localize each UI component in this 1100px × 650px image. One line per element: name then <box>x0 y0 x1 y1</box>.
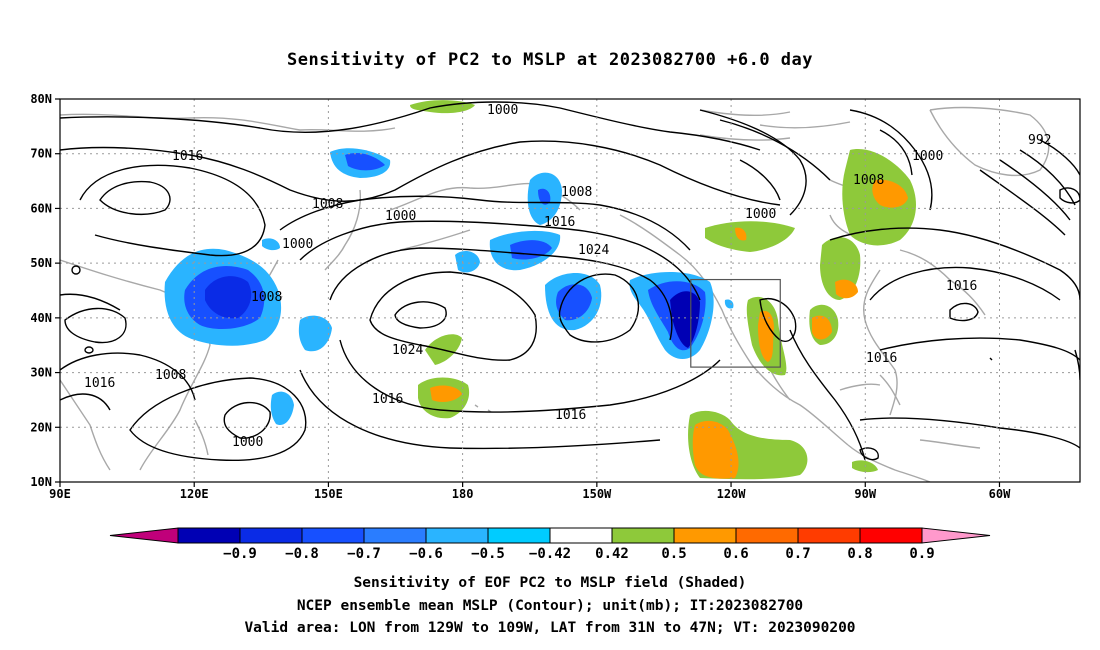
colorbar-tick-label: −0.9 <box>223 546 257 562</box>
chart-title: Sensitivity of PC2 to MSLP at 2023082700… <box>286 50 813 70</box>
lat-tick-label: 80N <box>30 92 52 106</box>
contour-label: 1016 <box>84 376 115 391</box>
contour-label: 1016 <box>866 351 897 366</box>
captions: Sensitivity of EOF PC2 to MSLP field (Sh… <box>0 572 1100 640</box>
lon-tick-label: 150E <box>314 487 343 501</box>
latitude-axis: 80N 70N 60N 50N 40N 30N 20N 10N <box>30 92 60 489</box>
lat-tick-label: 10N <box>30 475 52 489</box>
colorbar-swatch <box>177 527 241 544</box>
colorbar-swatch <box>363 527 427 544</box>
lat-tick-label: 50N <box>30 256 52 270</box>
colorbar-tick-label: −0.42 <box>529 546 571 562</box>
lat-tick-label: 70N <box>30 147 52 161</box>
contour-label: 1008 <box>251 290 282 305</box>
colorbar-tick-label: −0.8 <box>285 546 319 562</box>
caption-line-2: NCEP ensemble mean MSLP (Contour); unit(… <box>296 597 804 614</box>
colorbar-tick-label: 0.8 <box>847 546 872 562</box>
colorbar-tick-label: −0.5 <box>471 546 505 562</box>
colorbar-swatch <box>735 527 799 544</box>
colorbar-swatch <box>611 527 675 544</box>
colorbar-swatch <box>673 527 737 544</box>
contour-label: 992 <box>1028 133 1051 148</box>
contour-label: 1000 <box>912 149 943 164</box>
contour-label: 1008 <box>853 173 884 188</box>
contour-label: 1024 <box>578 243 609 258</box>
colorbar-swatch <box>425 527 489 544</box>
lon-tick-label: 120E <box>180 487 209 501</box>
contour-labels: 1016 1000 992 1008 1000 1000 1008 1000 1… <box>84 103 1051 450</box>
colorbar-tick-label: 0.9 <box>909 546 934 562</box>
lon-tick-label: 90W <box>854 487 876 501</box>
contour-label: 1016 <box>372 392 403 407</box>
colorbar-swatch <box>549 527 613 544</box>
colorbar-swatch <box>487 527 551 544</box>
colorbar-swatch <box>301 527 365 544</box>
lon-tick-label: 60W <box>989 487 1011 501</box>
colorbar-tick-label: −0.7 <box>347 546 381 562</box>
colorbar-tick-label: 0.7 <box>785 546 810 562</box>
colorbar-tick-label: 0.42 <box>595 546 629 562</box>
contour-label: 1008 <box>312 197 343 212</box>
colorbar-swatch <box>239 527 303 544</box>
contour-label: 1016 <box>555 408 586 423</box>
contour-label: 1000 <box>385 209 416 224</box>
colorbar-tick-label: 0.6 <box>723 546 748 562</box>
colorbar-tick-label: −0.6 <box>409 546 443 562</box>
lat-tick-label: 40N <box>30 311 52 325</box>
valid-area-box <box>690 278 781 368</box>
lat-tick-label: 30N <box>30 366 52 380</box>
colorbar-tick-label: 0.5 <box>661 546 686 562</box>
colorbar-max-arrow <box>921 527 991 544</box>
longitude-axis: 90E 120E 150E 180 150W 120W 90W 60W <box>49 482 1011 501</box>
mslp-contours <box>60 101 1080 462</box>
plot-frame <box>59 98 1081 483</box>
gridlines <box>60 99 1080 482</box>
caption-line-1: Sensitivity of EOF PC2 to MSLP field (Sh… <box>353 575 747 591</box>
contour-label: 1000 <box>745 207 776 222</box>
contour-label: 1008 <box>561 185 592 200</box>
contour-label: 1000 <box>232 435 263 450</box>
contour-label: 1016 <box>946 279 977 294</box>
lon-tick-label: 150W <box>582 487 612 501</box>
colorbar-swatch <box>797 527 861 544</box>
lon-tick-label: 180 <box>452 487 474 501</box>
colorbar-swatch <box>859 527 923 544</box>
contour-label: 1024 <box>392 343 423 358</box>
lon-tick-label: 90E <box>49 487 71 501</box>
contour-label: 1016 <box>172 149 203 164</box>
contour-label: 1016 <box>544 215 575 230</box>
caption-line-3: Valid area: LON from 129W to 109W, LAT f… <box>244 620 856 636</box>
contour-label: 1000 <box>282 237 313 252</box>
lat-tick-label: 20N <box>30 420 52 434</box>
contour-label: 1008 <box>155 368 186 383</box>
colorbar: −0.9 −0.8 −0.7 −0.6 −0.5 −0.42 0.42 0.5 0.6 0.7 0.… <box>109 527 991 562</box>
lon-tick-label: 120W <box>717 487 747 501</box>
colorbar-min-arrow <box>109 527 179 544</box>
lat-tick-label: 60N <box>30 201 52 215</box>
contour-label: 1000 <box>487 103 518 118</box>
